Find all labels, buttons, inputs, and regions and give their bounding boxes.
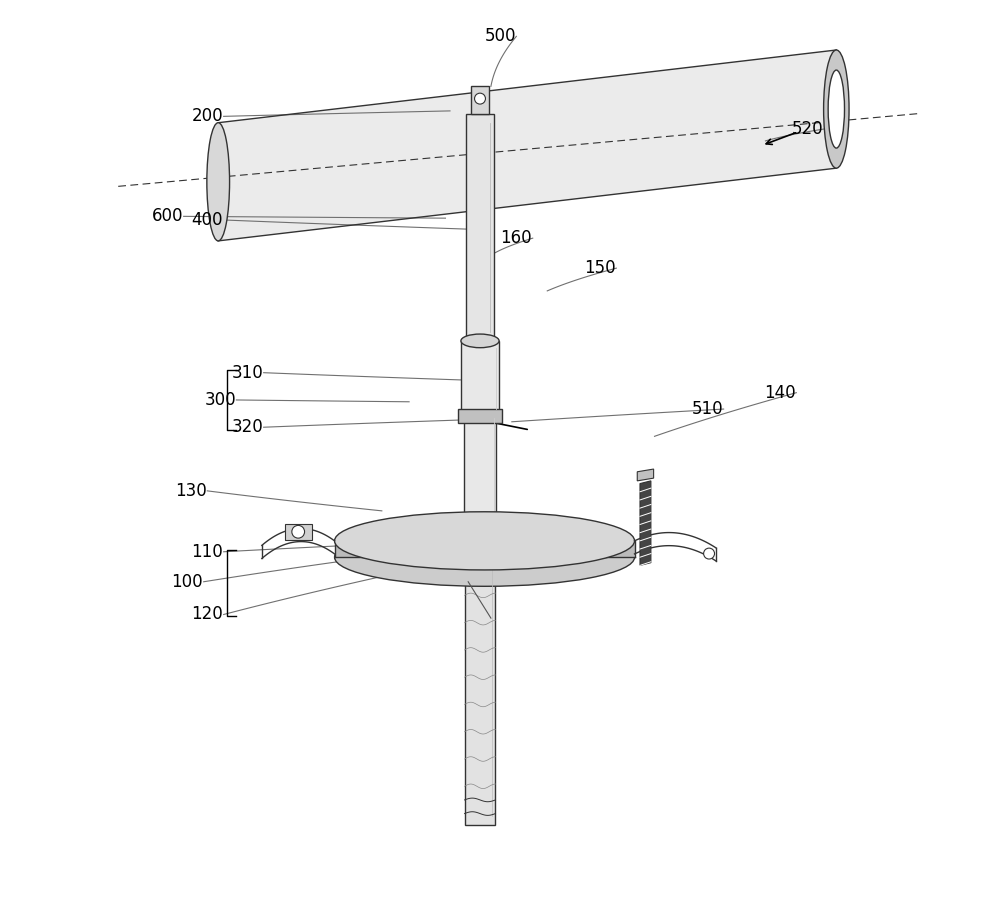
- Ellipse shape: [207, 123, 230, 241]
- Polygon shape: [465, 559, 495, 825]
- Text: 160: 160: [501, 229, 532, 247]
- Ellipse shape: [335, 528, 635, 586]
- Ellipse shape: [461, 335, 499, 348]
- Ellipse shape: [335, 512, 635, 570]
- Text: 150: 150: [584, 259, 616, 277]
- Text: 110: 110: [191, 543, 223, 561]
- Polygon shape: [464, 414, 496, 518]
- Text: 510: 510: [691, 400, 723, 418]
- Text: 140: 140: [764, 384, 796, 402]
- Polygon shape: [471, 86, 489, 114]
- Polygon shape: [458, 409, 502, 423]
- Text: 400: 400: [192, 211, 223, 229]
- Ellipse shape: [464, 513, 496, 524]
- Polygon shape: [335, 541, 635, 557]
- Polygon shape: [218, 50, 836, 241]
- Circle shape: [475, 94, 485, 105]
- Ellipse shape: [828, 70, 845, 148]
- Polygon shape: [637, 469, 654, 481]
- Text: 600: 600: [152, 207, 183, 225]
- Text: 300: 300: [204, 391, 236, 409]
- Text: 130: 130: [175, 482, 207, 500]
- Polygon shape: [461, 341, 499, 414]
- Polygon shape: [285, 524, 312, 540]
- Text: 500: 500: [484, 27, 516, 45]
- Polygon shape: [640, 481, 651, 565]
- Text: 120: 120: [191, 605, 223, 624]
- Polygon shape: [466, 114, 494, 341]
- Ellipse shape: [824, 50, 849, 168]
- Text: 310: 310: [231, 364, 263, 382]
- Text: 520: 520: [791, 120, 823, 138]
- Circle shape: [292, 525, 305, 538]
- Text: 100: 100: [171, 573, 203, 591]
- Text: 320: 320: [231, 418, 263, 436]
- Circle shape: [704, 548, 715, 559]
- Text: 200: 200: [191, 107, 223, 125]
